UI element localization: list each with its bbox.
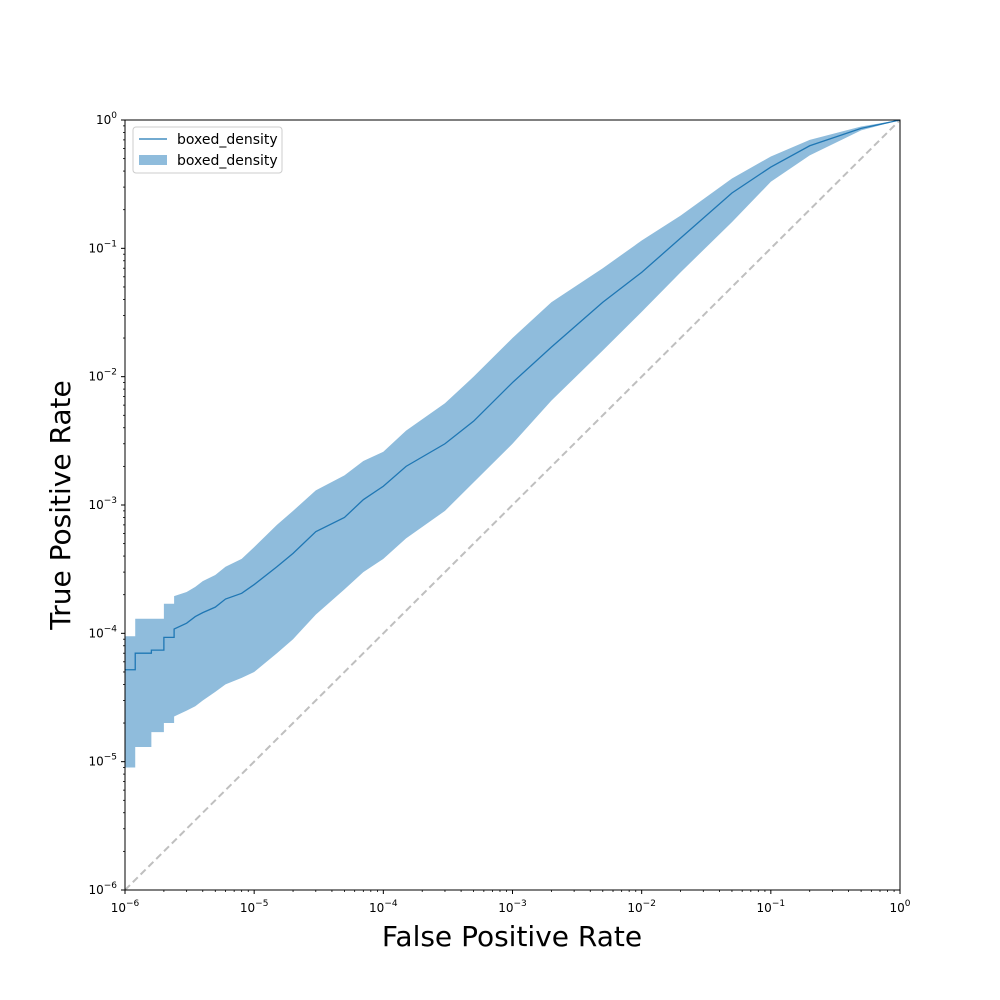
- roc-line: [125, 120, 900, 671]
- y-axis: 10−6 10−5 10−4 10−3 10−2 10−1 100: [88, 111, 125, 897]
- y-tick-label: 100: [96, 111, 117, 127]
- legend-patch-swatch: [139, 155, 167, 165]
- legend: boxed_density boxed_density: [132, 126, 283, 174]
- plot-area: [125, 120, 900, 890]
- y-tick-label: 10−2: [88, 368, 117, 384]
- y-tick-label: 10−5: [88, 753, 117, 769]
- x-tick-label: 10−2: [627, 899, 656, 915]
- y-tick-label: 10−6: [88, 881, 117, 897]
- x-tick-label: 10−1: [757, 899, 786, 915]
- x-axis-title: False Positive Rate: [382, 920, 642, 953]
- legend-label: boxed_density: [177, 132, 278, 148]
- x-axis: 10−6 10−5 10−4 10−3 10−2 10−1 100: [111, 890, 911, 915]
- confidence-band: [125, 120, 900, 768]
- y-tick-label: 10−3: [88, 496, 117, 512]
- y-axis-title: True Positive Rate: [44, 380, 77, 630]
- legend-box: [132, 126, 283, 174]
- x-tick-label: 10−5: [240, 899, 269, 915]
- x-tick-label: 10−4: [369, 899, 398, 915]
- y-tick-label: 10−4: [88, 624, 117, 640]
- legend-label: boxed_density: [177, 153, 278, 169]
- x-tick-label: 10−3: [498, 899, 527, 915]
- x-tick-label: 100: [889, 899, 910, 915]
- y-tick-label: 10−1: [88, 239, 117, 255]
- x-tick-label: 10−6: [111, 899, 140, 915]
- chance-diagonal-line: [125, 120, 900, 890]
